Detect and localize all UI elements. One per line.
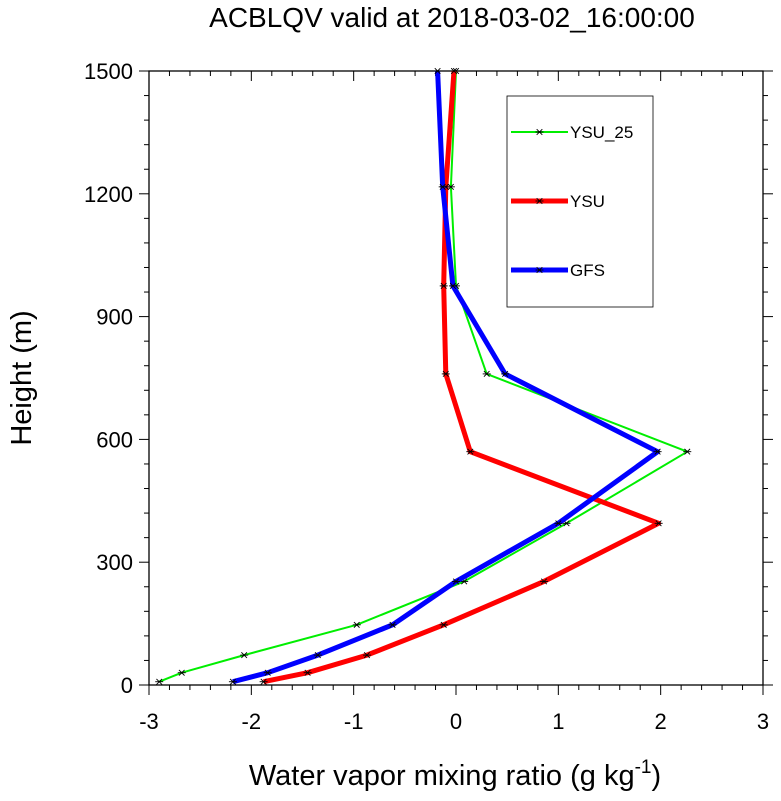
series-gfs [228,67,662,685]
data-point-ysu [259,678,268,685]
y-tick-label: 300 [96,550,133,575]
series-ysu [259,67,663,685]
legend-marker-ysu-25 [535,128,544,136]
y-tick-label: 600 [96,427,133,452]
y-tick-label: 900 [96,305,133,330]
legend-label-ysu: YSU [570,192,605,211]
data-point-gfs [448,282,457,290]
legend: YSU_25 YSU GFS [506,95,654,308]
legend-box [506,95,654,308]
x-tick-label: 3 [757,709,769,734]
data-point-gfs [313,652,322,659]
data-point-ysu [439,282,448,290]
y-tick-label: 1200 [84,182,133,207]
legend-marker-ysu [535,197,544,205]
data-point-ysu [466,448,475,455]
series-line-ysu [263,70,662,685]
data-point-ysu-25 [240,652,249,659]
x-axis-title-superscript: -1 [635,757,652,778]
data-point-ysu-25 [683,448,692,455]
legend-marker-gfs [535,266,544,274]
data-point-gfs [452,578,460,585]
x-axis-title-suffix: ) [651,760,661,792]
data-point-ysu-25 [177,669,186,676]
series-ysu-25 [155,67,692,685]
x-axis-title-main: Water vapor mixing ratio (g kg [249,760,635,792]
data-point-ysu-25 [352,621,361,628]
x-axis-title: Water vapor mixing ratio (g kg-1) [249,757,661,792]
data-point-gfs [554,520,563,527]
data-point-ysu [303,669,312,676]
y-tick-label: 1500 [84,59,133,84]
legend-label-ysu-25: YSU_25 [570,123,633,142]
x-tick-label: 0 [450,709,462,734]
data-point-gfs [263,669,272,676]
data-point-gfs [501,370,510,378]
data-point-ysu [441,370,450,378]
data-point-gfs [653,448,662,455]
data-point-ysu-25 [155,678,164,685]
data-point-ysu [540,578,549,585]
chart-title: ACBLQV valid at 2018-03-02_16:00:00 [209,2,695,33]
legend-entry-gfs: GFS [511,261,605,280]
legend-entry-ysu: YSU [511,192,605,211]
legend-entry-ysu-25: YSU_25 [511,123,633,142]
data-point-gfs [438,183,447,190]
data-point-gfs [388,621,397,628]
data-point-ysu [654,520,663,527]
x-tick-label: -1 [344,709,364,734]
series-line-ysu-25 [158,70,689,683]
data-point-ysu [362,652,371,659]
y-axis-title: Height (m) [6,310,38,445]
data-point-ysu [439,621,448,628]
data-point-ysu [449,67,458,75]
series-group [155,67,692,685]
data-point-ysu-25 [482,370,491,378]
plot-frame [148,70,764,686]
data-point-gfs [433,67,442,75]
axis-ticks [139,70,773,695]
x-tick-label: 2 [655,709,667,734]
x-tick-label: 1 [552,709,564,734]
tick-labels: -3 -2 -1 0 1 2 3 0 300 600 900 1200 1500 [84,59,769,734]
data-point-gfs [228,678,237,685]
x-tick-label: -2 [242,709,262,734]
legend-label-gfs: GFS [570,261,605,280]
y-tick-label: 0 [121,673,133,698]
x-tick-label: -3 [139,709,159,734]
